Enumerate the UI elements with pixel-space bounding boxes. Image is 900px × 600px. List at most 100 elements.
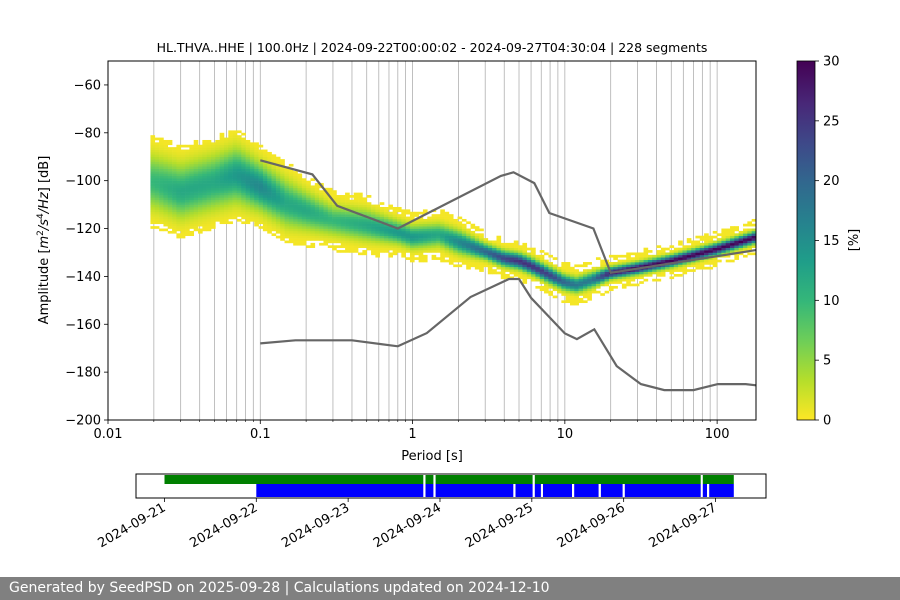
heatmap-cell [267, 175, 272, 179]
heatmap-cell [418, 223, 424, 227]
heatmap-cell [652, 259, 657, 263]
heatmap-cell [608, 278, 614, 282]
heatmap-cell [621, 266, 627, 270]
heatmap-cell [180, 159, 186, 162]
heatmap-cell [457, 245, 463, 248]
heatmap-cell [375, 226, 380, 229]
heatmap-cell [418, 245, 424, 248]
heatmap-cell [163, 139, 169, 143]
heatmap-cell [267, 156, 272, 160]
heatmap-cell [219, 156, 225, 160]
availability-blue-segment [600, 484, 623, 497]
heatmap-cell [249, 159, 255, 162]
heatmap-cell [379, 211, 385, 215]
heatmap-cell [236, 190, 242, 193]
heatmap-cell [730, 228, 735, 232]
heatmap-cell [288, 216, 294, 220]
heatmap-cell [223, 202, 229, 205]
heatmap-cell [340, 235, 346, 239]
heatmap-cell [228, 209, 233, 213]
heatmap-cell [154, 216, 160, 220]
heatmap-cell [198, 151, 203, 155]
heatmap-cell [193, 159, 199, 162]
heatmap-cell [487, 269, 493, 272]
heatmap-cell [574, 295, 579, 299]
heatmap-cell [206, 226, 212, 229]
heatmap-cell [561, 276, 566, 280]
heatmap-cell [176, 235, 182, 239]
heatmap-cell [673, 250, 679, 253]
heatmap-cell [500, 269, 506, 272]
heatmap-cell [595, 278, 601, 282]
heatmap-cell [154, 187, 160, 191]
heatmap-cell [747, 221, 752, 225]
heatmap-cell [548, 293, 554, 296]
heatmap-cell [249, 218, 255, 222]
heatmap-cell [280, 199, 285, 203]
availability-blue-segment [702, 484, 707, 497]
heatmap-cell [180, 192, 186, 196]
heatmap-cell [167, 163, 173, 167]
heatmap-cell [379, 240, 385, 244]
heatmap-cell [557, 283, 562, 287]
heatmap-cell [422, 226, 428, 229]
heatmap-cell [297, 223, 303, 227]
heatmap-cell [595, 276, 601, 280]
heatmap-cell [245, 183, 251, 186]
heatmap-cell [262, 187, 268, 191]
heatmap-cell [513, 254, 519, 258]
heatmap-cell [319, 202, 324, 205]
heatmap-cell [232, 137, 238, 141]
heatmap-cell [215, 214, 220, 217]
heatmap-cell [254, 206, 259, 210]
heatmap-cell [539, 281, 545, 284]
heatmap-cell [401, 218, 406, 222]
heatmap-cell [167, 142, 173, 146]
heatmap-cell [323, 192, 329, 196]
heatmap-cell [211, 168, 216, 172]
heatmap-cell [617, 276, 623, 280]
heatmap-cell [284, 206, 290, 210]
heatmap-cell [539, 278, 545, 282]
heatmap-cell [345, 226, 350, 229]
heatmap-cell [414, 247, 419, 251]
heatmap-cell [245, 159, 251, 162]
heatmap-cell [228, 142, 233, 146]
heatmap-cell [699, 245, 705, 248]
heatmap-cell [552, 281, 558, 284]
heatmap-cell [652, 266, 657, 270]
heatmap-cell [150, 154, 156, 158]
heatmap-cell [414, 252, 419, 256]
heatmap-cell [409, 221, 415, 225]
heatmap-cell [578, 271, 584, 275]
heatmap-cell [198, 178, 203, 181]
heatmap-cell [223, 218, 229, 222]
heatmap-cell [202, 228, 207, 232]
heatmap-cell [236, 195, 242, 198]
heatmap-cell [236, 168, 242, 172]
heatmap-cell [496, 257, 502, 260]
heatmap-cell [219, 163, 225, 167]
heatmap-cell [228, 147, 233, 150]
heatmap-cell [518, 266, 523, 270]
heatmap-cell [414, 257, 419, 260]
heatmap-cell [401, 238, 406, 241]
heatmap-cell [327, 206, 333, 210]
heatmap-cell [695, 264, 701, 268]
heatmap-cell [267, 180, 272, 184]
heatmap-cell [582, 283, 588, 287]
heatmap-cell [418, 242, 424, 246]
heatmap-cell [392, 214, 398, 217]
heatmap-cell [167, 151, 173, 155]
heatmap-cell [280, 190, 285, 193]
heatmap-cell [461, 226, 467, 229]
heatmap-cell [202, 226, 207, 229]
heatmap-cell [202, 178, 207, 181]
heatmap-cell [634, 252, 640, 256]
heatmap-cell [271, 190, 277, 193]
heatmap-cell [379, 226, 385, 229]
availability-blue-segment [534, 484, 541, 497]
heatmap-cell [660, 271, 666, 275]
heatmap-cell [371, 211, 376, 215]
heatmap-cell [349, 226, 355, 229]
